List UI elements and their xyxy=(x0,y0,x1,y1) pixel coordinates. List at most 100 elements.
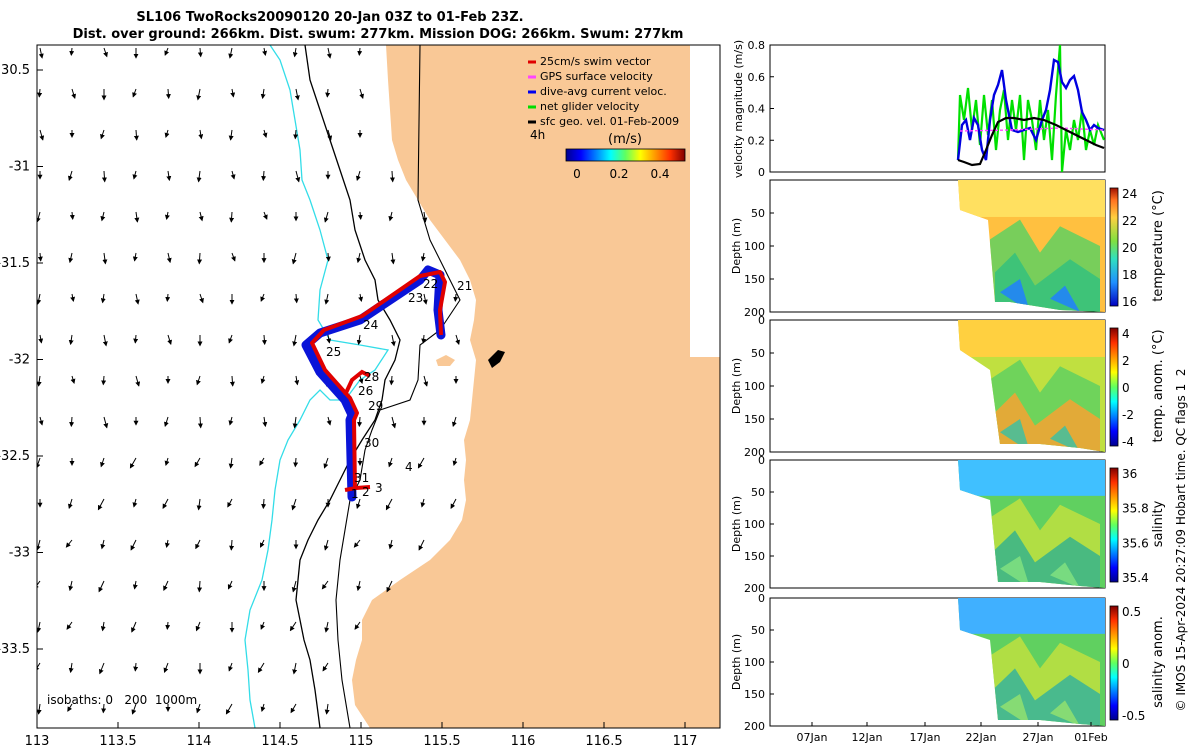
velocity-arrow xyxy=(324,293,330,305)
sfc-geo-velocity-series xyxy=(957,116,1105,167)
isobath-0 xyxy=(335,45,461,728)
velocity-arrow xyxy=(230,170,236,180)
section-panel-4: 0 50 100 150 200 Depth (m) 0.5 0 -0.5 salinity an… xyxy=(730,592,1166,733)
velocity-arrow xyxy=(260,539,265,548)
velocity-arrow xyxy=(134,211,140,223)
velocity-arrow xyxy=(132,88,137,98)
velocity-arrow xyxy=(37,211,41,223)
hint-label: 4h xyxy=(530,128,545,142)
section-y-tick-label: 50 xyxy=(751,207,765,220)
time-tick-label: 22Jan xyxy=(966,731,997,744)
velocity-arrow xyxy=(229,539,235,551)
section-y-tick-label: 50 xyxy=(751,624,765,637)
velocity-arrow xyxy=(356,252,362,264)
velocity-arrow xyxy=(103,416,109,429)
velocity-arrow xyxy=(289,621,297,632)
section-colorbar-label: salinity anom. xyxy=(1151,616,1166,708)
velocity-arrow xyxy=(228,662,233,672)
velocity-arrow xyxy=(389,375,395,386)
velocity-y-tick-label: 0.2 xyxy=(748,134,766,147)
velocity-panel: 0 0.2 0.4 0.6 0.8 velocity magnitude (m/s) xyxy=(732,39,1106,179)
velocity-arrow xyxy=(291,498,297,511)
section-colorbar-tick-label: -2 xyxy=(1122,408,1134,422)
velocity-arrow xyxy=(102,334,108,347)
time-tick-label: 17Jan xyxy=(910,731,941,744)
velocity-arrow xyxy=(68,662,74,674)
section-ylabel: Depth (m) xyxy=(730,218,743,274)
velocity-arrow xyxy=(260,88,266,100)
velocity-arrow xyxy=(451,416,457,428)
velocity-arrow xyxy=(131,703,137,715)
section-y-tick-label: 0 xyxy=(758,314,765,327)
velocity-arrow xyxy=(357,211,363,220)
section-surface-layer xyxy=(958,598,1105,634)
velocity-arrow xyxy=(260,375,266,384)
velocity-arrow xyxy=(69,211,75,220)
inlet xyxy=(488,350,505,368)
velocity-arrow xyxy=(357,416,363,428)
section-colorbar xyxy=(1109,605,1119,721)
section-y-tick-label: 100 xyxy=(744,380,765,393)
velocity-ylabel: velocity magnitude (m/s) xyxy=(732,40,745,178)
section-field xyxy=(958,598,1105,726)
day-label-1: 1 xyxy=(351,487,359,501)
velocity-arrow xyxy=(231,252,236,262)
velocity-arrow xyxy=(293,129,299,140)
velocity-arrow xyxy=(132,170,138,180)
map-frame xyxy=(36,44,721,729)
day-label-25: 25 xyxy=(326,345,341,359)
colorbar-tick-labels: 0 0.2 0.4 xyxy=(573,167,669,181)
colorbar-tick-label: 0 xyxy=(573,167,581,181)
day-label-31: 31 xyxy=(354,471,369,485)
section-colorbar-tick-label: 0 xyxy=(1122,657,1130,671)
velocity-arrow xyxy=(323,457,329,469)
day-label-22: 22 xyxy=(423,277,438,291)
legend-entry: 25cm/s swim vector xyxy=(540,55,651,68)
section-surface-layer xyxy=(958,320,1105,357)
velocity-arrow xyxy=(450,498,457,509)
velocity-arrow xyxy=(356,580,362,592)
velocity-arrow xyxy=(453,293,459,302)
velocity-arrow xyxy=(326,334,332,344)
lat-tick-label: -31.5 xyxy=(0,256,30,271)
section-colorbar-tick-label: 35.8 xyxy=(1122,502,1149,516)
velocity-arrow xyxy=(69,47,75,56)
velocity-arrow xyxy=(390,334,396,347)
colorbar-unit: (m/s) xyxy=(608,132,642,147)
isobath-200 xyxy=(295,45,401,728)
velocity-arrow xyxy=(290,703,297,714)
velocity-arrow xyxy=(259,457,265,466)
gps-surface-velocity-series xyxy=(959,127,1105,132)
section-colorbar-tick-label: 22 xyxy=(1122,214,1137,228)
velocity-arrow xyxy=(388,539,394,550)
velocity-arrow xyxy=(389,170,395,183)
day-label-24: 24 xyxy=(363,318,378,332)
section-colorbar xyxy=(1109,327,1119,447)
velocity-arrow xyxy=(68,580,74,592)
section-patch xyxy=(1000,419,1080,452)
velocity-y-tick-label: 0.6 xyxy=(748,71,766,84)
velocity-arrow xyxy=(292,334,298,347)
velocity-arrow xyxy=(257,662,265,673)
velocity-arrow xyxy=(261,498,267,510)
velocity-frame xyxy=(769,44,1106,173)
velocity-arrows xyxy=(37,47,461,715)
section-colorbar-tick-label: 0 xyxy=(1122,381,1130,395)
velocity-arrow xyxy=(163,580,169,592)
velocity-arrow xyxy=(322,662,329,672)
velocity-arrow xyxy=(97,498,105,511)
day-labels: 1 2 3 4 21 22 23 24 25 26 28 29 30 31 xyxy=(326,277,472,501)
velocity-arrow xyxy=(198,129,204,140)
velocity-arrow xyxy=(135,375,141,387)
section-colorbar-label: temp. anom. (°C) xyxy=(1151,329,1166,442)
legend-entry: sfc geo. vel. 01-Feb-2009 xyxy=(540,115,679,128)
velocity-arrow xyxy=(196,375,201,386)
legend-entry: dive-avg current veloc. xyxy=(540,85,667,98)
section-surface-layer xyxy=(958,180,1105,217)
copyright-side-text: © IMOS 15-Apr-2024 20:27:09 Hobart time.… xyxy=(1174,369,1188,712)
velocity-arrow xyxy=(197,416,203,429)
velocity-arrow xyxy=(132,252,138,262)
